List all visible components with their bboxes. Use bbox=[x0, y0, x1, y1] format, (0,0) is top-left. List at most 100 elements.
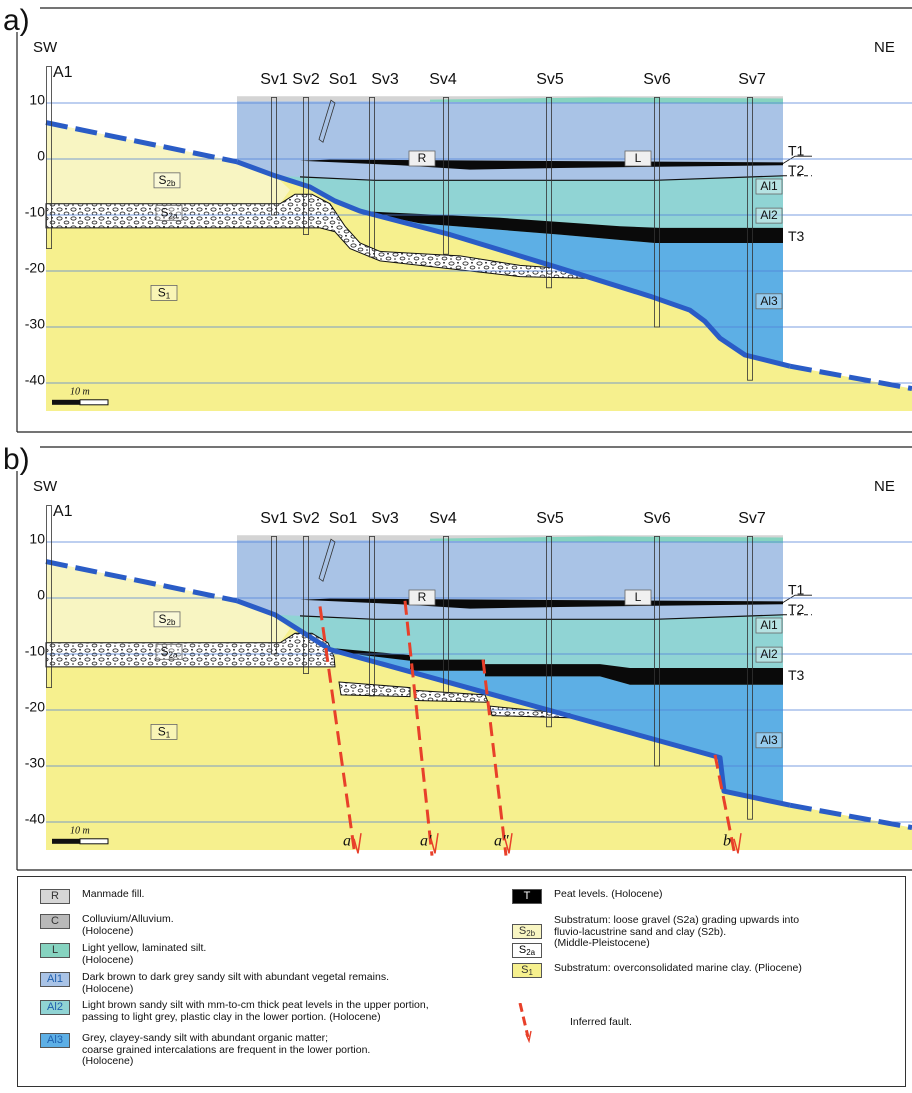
borehole-label: Sv5 bbox=[536, 510, 564, 527]
unit-label-main: S bbox=[158, 286, 166, 300]
unit-label-sub: 1 bbox=[166, 292, 171, 301]
borehole-label: A1 bbox=[53, 503, 73, 520]
legend-symbol: C bbox=[40, 914, 70, 929]
legend-symbol-text: Al1 bbox=[47, 973, 63, 985]
legend-text: Manmade fill. bbox=[82, 889, 522, 901]
legend-line: Manmade fill. bbox=[82, 889, 522, 901]
unit-label: R bbox=[418, 151, 427, 165]
unit-label-main: Al1 bbox=[760, 179, 778, 193]
unit-label: L bbox=[635, 151, 642, 165]
legend-line: Light brown sandy silt with mm-to-cm thi… bbox=[82, 1000, 522, 1012]
legend-line: (Holocene) bbox=[82, 955, 522, 967]
legend-line: (Holocene) bbox=[82, 984, 522, 996]
fault-label: a″ bbox=[494, 832, 509, 849]
legend: R Manmade fill. C Colluvium/Alluvium. (Holoc… bbox=[17, 876, 906, 1087]
peat-label: T3 bbox=[788, 228, 805, 244]
unit-label-main: R bbox=[418, 590, 427, 604]
legend-line: Inferred fault. bbox=[570, 1017, 912, 1029]
peat-label: T1 bbox=[788, 142, 805, 158]
scale-bar bbox=[80, 839, 108, 844]
unit-label-main: Al3 bbox=[760, 733, 778, 747]
cross-sections: a)SWNE100-10-20-30-40A1Sv1Sv2So1Sv3Sv4Sv… bbox=[0, 0, 912, 876]
borehole-label: Sv4 bbox=[429, 71, 457, 88]
borehole-label: Sv1 bbox=[260, 71, 288, 88]
legend-text: Peat levels. (Holocene) bbox=[554, 889, 912, 901]
unit-label-main: Al2 bbox=[760, 208, 778, 222]
unit-label-main: S bbox=[158, 725, 166, 739]
borehole-label: Sv1 bbox=[260, 510, 288, 527]
borehole-label: Sv2 bbox=[292, 71, 320, 88]
borehole-label: Sv6 bbox=[643, 510, 671, 527]
legend-symbol-text: Al2 bbox=[47, 1001, 63, 1013]
sw-label: SW bbox=[33, 478, 58, 495]
legend-symbol-text: L bbox=[52, 944, 58, 956]
legend-symbol-text: Al3 bbox=[47, 1034, 63, 1046]
fault-label: b bbox=[723, 832, 731, 849]
scale-label: 10 m bbox=[70, 825, 90, 836]
unit-label-main: Al2 bbox=[760, 647, 778, 661]
legend-line: (Middle-Pleistocene) bbox=[554, 938, 912, 950]
scale-bar bbox=[80, 400, 108, 405]
legend-line: (Holocene) bbox=[82, 1056, 522, 1068]
borehole-label: Sv3 bbox=[371, 71, 399, 88]
legend-symbol: R bbox=[40, 889, 70, 904]
legend-line: Colluvium/Alluvium. bbox=[82, 914, 522, 926]
legend-text: Light yellow, laminated silt.(Holocene) bbox=[82, 943, 522, 966]
unit-label-main: L bbox=[635, 151, 642, 165]
borehole-label: Sv2 bbox=[292, 510, 320, 527]
legend-line: Substratum: loose gravel (S2a) grading u… bbox=[554, 915, 912, 927]
legend-symbol-sub: 2a bbox=[526, 948, 535, 957]
page: {"panels": [ {"label": "a)", "sw": "SW",… bbox=[0, 0, 912, 1093]
legend-text: Substratum: overconsolidated marine clay… bbox=[554, 963, 912, 975]
unit-label: R bbox=[418, 590, 427, 604]
legend-text: Inferred fault. bbox=[570, 1017, 912, 1029]
depth-label: -40 bbox=[25, 811, 45, 827]
legend-symbol: S2a bbox=[512, 943, 542, 958]
sw-label: SW bbox=[33, 39, 58, 56]
legend-line: Light yellow, laminated silt. bbox=[82, 943, 522, 955]
depth-label: 10 bbox=[29, 92, 45, 108]
unit-label: Al3 bbox=[760, 294, 778, 308]
ne-label: NE bbox=[874, 39, 895, 56]
unit-label-main: R bbox=[418, 151, 427, 165]
depth-label: -10 bbox=[25, 204, 45, 220]
panel-label: b) bbox=[3, 443, 30, 476]
borehole-label: Sv5 bbox=[536, 71, 564, 88]
legend-symbol-text: T bbox=[524, 890, 531, 902]
unit-label: Al1 bbox=[760, 179, 778, 193]
borehole-label: So1 bbox=[329, 510, 358, 527]
peat-label: T3 bbox=[788, 667, 805, 683]
panel-label: a) bbox=[3, 4, 30, 37]
depth-label: -30 bbox=[25, 316, 45, 332]
scale-label: 10 m bbox=[70, 386, 90, 397]
depth-label: -20 bbox=[25, 260, 45, 276]
legend-text: Dark brown to dark grey sandy silt with … bbox=[82, 972, 522, 995]
peat-label: T2 bbox=[788, 601, 805, 617]
borehole-label: Sv7 bbox=[738, 510, 766, 527]
legend-line: Substratum: overconsolidated marine clay… bbox=[554, 963, 912, 975]
unit-label-main: S bbox=[159, 173, 167, 187]
depth-label: 0 bbox=[37, 587, 45, 603]
unit-label: Al3 bbox=[760, 733, 778, 747]
depth-label: -40 bbox=[25, 372, 45, 388]
legend-text: Grey, clayey-sandy silt with abundant or… bbox=[82, 1033, 522, 1068]
legend-line: coarse grained intercalations are freque… bbox=[82, 1045, 522, 1057]
unit-label-sub: 2a bbox=[169, 650, 178, 659]
scale-bar bbox=[52, 839, 80, 844]
legend-line: Dark brown to dark grey sandy silt with … bbox=[82, 972, 522, 984]
legend-fault-symbol bbox=[518, 1003, 538, 1043]
unit-label-sub: 2a bbox=[169, 211, 178, 220]
legend-text: Light brown sandy silt with mm-to-cm thi… bbox=[82, 1000, 522, 1023]
depth-label: 10 bbox=[29, 531, 45, 547]
legend-symbol: S2b bbox=[512, 924, 542, 939]
unit-label-main: S bbox=[159, 612, 167, 626]
legend-symbol-sub: 2b bbox=[526, 929, 535, 938]
peat-t3 bbox=[410, 660, 485, 671]
depth-label: 0 bbox=[37, 148, 45, 164]
borehole-label: Sv6 bbox=[643, 71, 671, 88]
unit-label-sub: 1 bbox=[166, 731, 171, 740]
unit-label: Al2 bbox=[760, 647, 778, 661]
borehole-label: Sv3 bbox=[371, 510, 399, 527]
legend-symbol-text: C bbox=[51, 915, 59, 927]
legend-symbol: S1 bbox=[512, 963, 542, 978]
